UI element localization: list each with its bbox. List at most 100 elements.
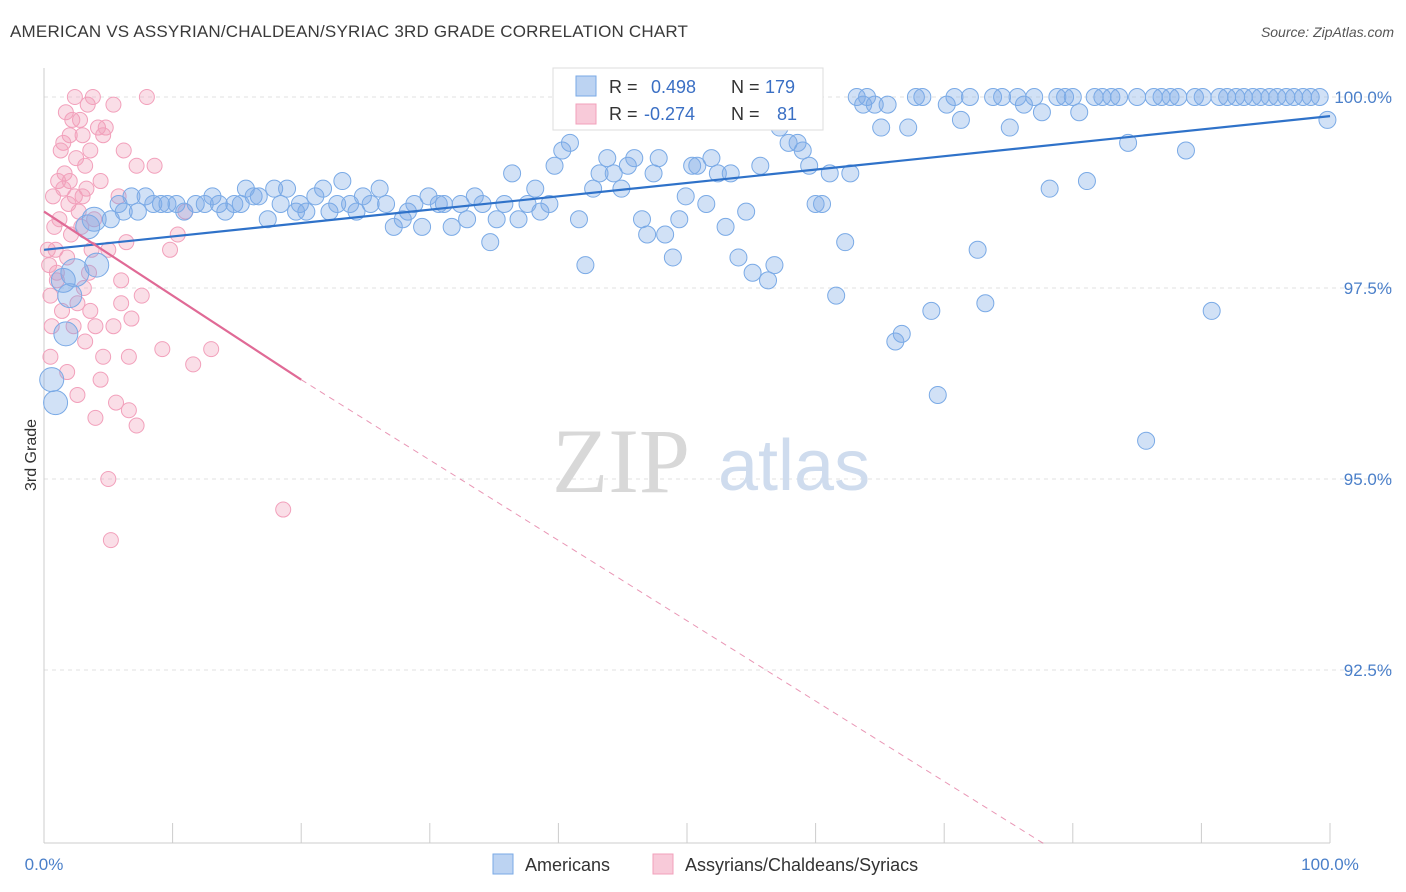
y-tick-label-3: 92.5% <box>1344 661 1392 680</box>
point-americans-57 <box>451 194 470 213</box>
point-americans-15 <box>144 194 163 213</box>
watermark-atlas: atlas <box>718 426 870 506</box>
point-americans-18 <box>167 194 186 213</box>
point-americans-98 <box>737 202 756 221</box>
point-assyrians-2 <box>42 287 59 304</box>
point-americans-90 <box>683 156 702 175</box>
point-americans-88 <box>670 210 689 229</box>
point-assyrians-71 <box>113 272 130 289</box>
point-assyrians-40 <box>95 348 112 365</box>
trend-lines <box>43 115 1331 847</box>
chart-title: AMERICAN VS ASSYRIAN/CHALDEAN/SYRIAC 3RD… <box>10 22 689 41</box>
point-americans-64 <box>503 164 522 183</box>
point-americans-7 <box>81 206 107 232</box>
point-americans-128 <box>945 88 964 106</box>
point-americans-1 <box>43 390 69 416</box>
point-americans-101 <box>759 271 778 290</box>
point-americans-62 <box>487 210 506 229</box>
point-americans-104 <box>779 133 798 152</box>
point-assyrians-53 <box>133 287 150 304</box>
point-assyrians-3 <box>43 318 60 335</box>
point-americans-84 <box>644 164 663 183</box>
point-assyrians-52 <box>128 417 145 434</box>
point-assyrians-60 <box>185 356 202 373</box>
stats-n-value-assyrians: 81 <box>777 104 797 124</box>
point-assyrians-65 <box>61 173 78 190</box>
point-americans-117 <box>865 95 884 114</box>
point-assyrians-61 <box>203 341 220 358</box>
point-americans-112 <box>836 233 855 252</box>
point-americans-122 <box>899 118 918 137</box>
point-assyrians-51 <box>123 310 140 327</box>
point-americans-89 <box>676 187 695 206</box>
point-americans-67 <box>526 179 545 198</box>
point-americans-63 <box>495 194 514 213</box>
watermark-zip: ZIP <box>552 410 690 512</box>
point-americans-83 <box>638 225 657 244</box>
legend-swatch-americans <box>492 853 514 875</box>
point-americans-51 <box>405 194 424 213</box>
point-americans-75 <box>584 179 603 198</box>
point-americans-4 <box>57 283 83 309</box>
point-americans-118 <box>872 118 891 137</box>
point-assyrians-54 <box>138 89 155 105</box>
point-assyrians-47 <box>113 295 130 312</box>
point-americans-61 <box>481 233 500 252</box>
point-americans-108 <box>806 194 825 213</box>
point-americans-135 <box>1000 118 1019 137</box>
point-assyrians-67 <box>77 333 94 350</box>
stats-swatch-americans <box>575 75 597 97</box>
point-americans-48 <box>384 217 403 236</box>
point-assyrians-57 <box>162 241 179 258</box>
point-assyrians-23 <box>69 386 86 403</box>
point-americans-130 <box>960 88 979 106</box>
point-americans-155 <box>1161 88 1180 106</box>
point-assyrians-56 <box>154 341 171 358</box>
point-americans-173 <box>1310 88 1329 106</box>
point-americans-31 <box>265 179 284 198</box>
point-americans-116 <box>858 88 877 106</box>
point-americans-16 <box>152 194 171 213</box>
y-tick-labels: 100.0% 97.5% 95.0% 92.5% <box>1334 88 1392 680</box>
stats-box-frame <box>552 67 824 131</box>
point-americans-81 <box>625 149 644 168</box>
point-americans-23 <box>209 194 228 213</box>
point-americans-20 <box>186 194 205 213</box>
point-americans-72 <box>560 133 579 152</box>
stats-r-value-assyrians: -0.274 <box>644 104 695 124</box>
point-americans-25 <box>225 194 244 213</box>
point-assyrians-73 <box>128 157 145 174</box>
point-americans-123 <box>906 88 925 106</box>
point-americans-21 <box>195 194 214 213</box>
point-americans-157 <box>1176 141 1195 160</box>
point-americans-109 <box>813 194 832 213</box>
point-americans-14 <box>136 187 155 206</box>
point-americans-151 <box>1128 88 1147 106</box>
point-assyrians-42 <box>100 471 117 487</box>
point-americans-140 <box>1040 179 1059 198</box>
point-americans-159 <box>1193 88 1212 106</box>
point-assyrians-79 <box>92 371 109 388</box>
point-assyrians-72 <box>120 402 137 419</box>
y-tick-label-2: 95.0% <box>1344 470 1392 489</box>
legend-label-americans: Americans <box>525 855 610 875</box>
point-americans-41 <box>333 172 352 191</box>
point-americans-100 <box>751 156 770 175</box>
point-americans-74 <box>576 256 595 275</box>
point-americans-127 <box>937 95 956 114</box>
point-americans-11 <box>114 202 133 221</box>
stats-r-label-americans: R = <box>609 77 638 97</box>
point-assyrians-45 <box>108 394 125 411</box>
point-assyrians-29 <box>77 157 94 174</box>
point-americans-36 <box>297 202 316 221</box>
point-americans-87 <box>663 248 682 267</box>
point-americans-114 <box>847 88 866 106</box>
point-americans-76 <box>590 164 609 183</box>
point-assyrians-48 <box>115 142 132 159</box>
point-americans-46 <box>370 179 389 198</box>
point-assyrians-33 <box>82 142 99 159</box>
point-americans-125 <box>922 301 941 320</box>
point-americans-141 <box>1048 88 1067 106</box>
point-assyrians-44 <box>105 318 122 335</box>
point-americans-97 <box>729 248 748 267</box>
